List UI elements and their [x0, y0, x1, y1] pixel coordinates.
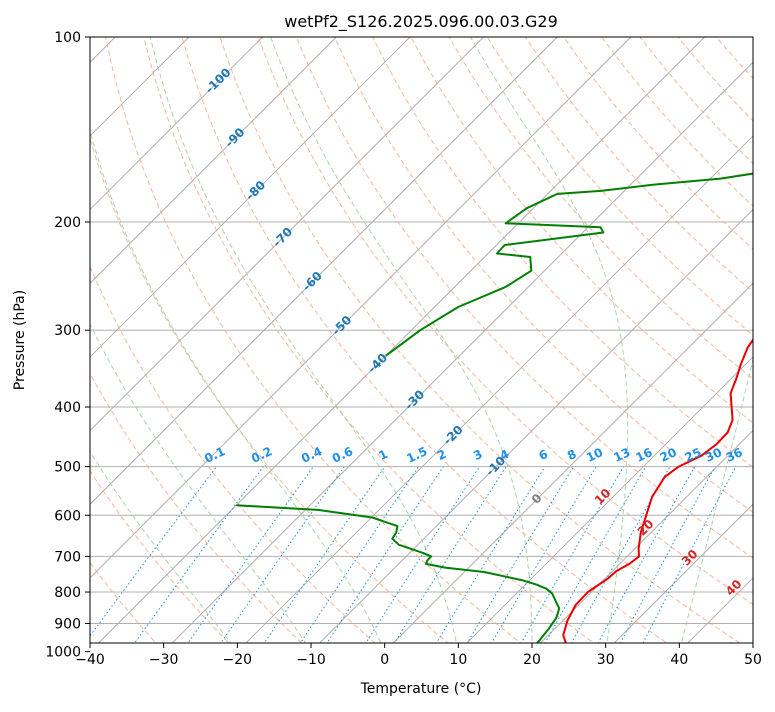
y-tick-label: 100 — [54, 30, 81, 46]
x-tick-label: 20 — [523, 652, 541, 668]
x-tick-label: −10 — [296, 652, 326, 668]
y-tick-label: 300 — [54, 323, 81, 339]
y-tick-label: 600 — [54, 508, 81, 524]
y-tick-label: 700 — [54, 549, 81, 565]
y-tick-label: 800 — [54, 585, 81, 601]
y-axis-label: Pressure (hPa) — [12, 290, 28, 390]
y-tick-label: 900 — [54, 616, 81, 632]
x-tick-label: 30 — [597, 652, 615, 668]
y-tick-label: 500 — [54, 460, 81, 476]
y-tick-label: 400 — [54, 400, 81, 416]
x-tick-label: 0 — [380, 652, 389, 668]
y-tick-label: 200 — [54, 215, 81, 231]
chart-title: wetPf2_S126.2025.096.00.03.G29 — [284, 12, 558, 32]
x-axis-label: Temperature (°C) — [360, 681, 482, 697]
x-tick-label: 10 — [449, 652, 467, 668]
x-tick-label: −30 — [149, 652, 179, 668]
x-tick-label: 40 — [670, 652, 688, 668]
x-tick-label: 50 — [744, 652, 762, 668]
y-tick-label: 1000 — [45, 645, 81, 661]
x-tick-label: −20 — [223, 652, 253, 668]
